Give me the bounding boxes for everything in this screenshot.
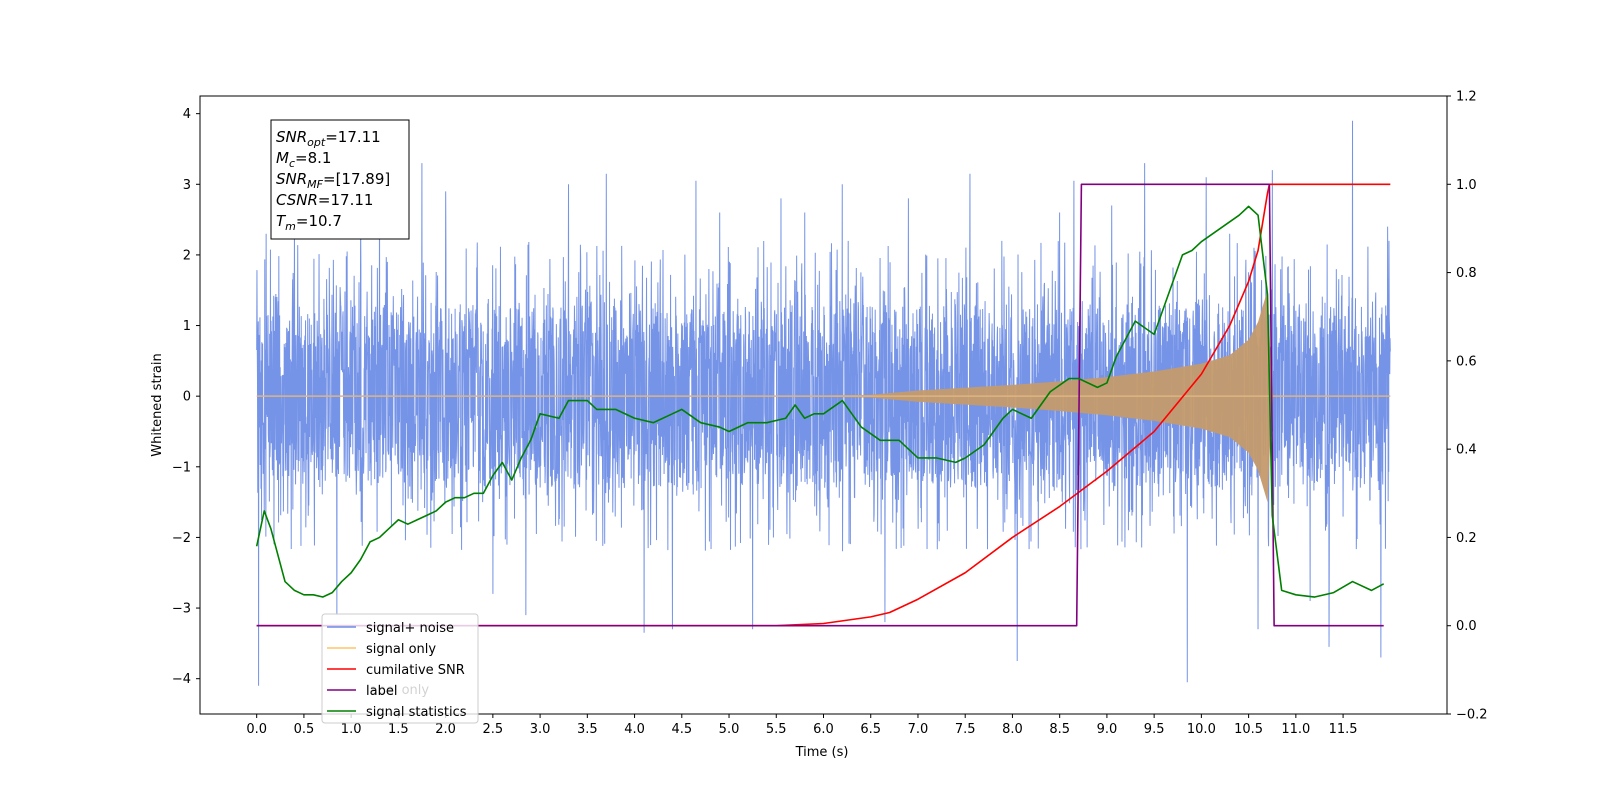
x-tick-label: 0.5	[294, 722, 315, 737]
annotation-value: =17.11	[318, 191, 374, 209]
x-tick-label: 10.5	[1234, 722, 1263, 737]
x-tick-label: 8.0	[1002, 722, 1023, 737]
y-left-tick-label: 4	[183, 107, 191, 122]
series-signal-only	[256, 290, 1391, 503]
y-left-tick-label: 2	[183, 248, 191, 263]
y-axis-left-ticks: −4 −3 −2 −1 0 1 2 3 4	[172, 107, 200, 687]
x-tick-label: 5.0	[719, 722, 740, 737]
legend-entry-label: signal+ noise	[366, 621, 454, 636]
x-tick-label: 8.5	[1049, 722, 1070, 737]
x-tick-label: 9.0	[1097, 722, 1118, 737]
x-tick-label: 2.5	[483, 722, 504, 737]
y-axis-label: Whitened strain	[150, 353, 165, 456]
x-axis-ticks: 0.0 0.5 1.0 1.5 2.0 2.5 3.0 3.5 4.0 4.5 5.0 5.5 6.0 6…	[246, 714, 1358, 737]
x-tick-label: 4.5	[671, 722, 692, 737]
y-right-tick-label: 1.0	[1456, 178, 1477, 193]
x-tick-label: 3.5	[577, 722, 598, 737]
y-right-tick-label: 1.2	[1456, 90, 1477, 105]
x-tick-label: 11.5	[1329, 722, 1358, 737]
legend-frame	[321, 613, 479, 724]
y-right-tick-label: 0.6	[1456, 354, 1477, 369]
x-tick-label: 6.0	[813, 722, 834, 737]
y-left-tick-label: −4	[172, 672, 191, 687]
y-left-tick-label: −3	[172, 602, 191, 617]
legend-entry-label: signal statistics	[366, 705, 467, 720]
x-tick-label: 1.5	[388, 722, 409, 737]
legend-hidden-text: label only	[366, 683, 429, 698]
legend-entry-label: signal only	[366, 642, 436, 657]
annotation-base: SNR	[276, 170, 307, 188]
x-tick-label: 2.0	[435, 722, 456, 737]
signal-statistics-line	[255, 205, 1385, 598]
signal-noise-line	[256, 120, 1391, 686]
legend-entry-label: cumilative SNR	[366, 663, 465, 678]
label-line	[256, 183, 1384, 627]
legend: label only signal+ noise signal only cumil…	[321, 613, 479, 724]
x-tick-label: 3.0	[530, 722, 551, 737]
y-left-tick-label: 3	[183, 178, 191, 193]
annotation-value: =8.1	[295, 149, 331, 167]
annotation-subscript: m	[285, 220, 296, 233]
y-left-tick-label: 0	[183, 390, 191, 405]
annotation-text: SNRopt=17.11 Mc=8.1 SNRMF=[17.89] CSNR=17.1…	[276, 128, 390, 233]
annotation-base: T	[276, 212, 287, 230]
series-cumilative-snr	[256, 183, 1391, 627]
annotation-box: SNRopt=17.11 Mc=8.1 SNRMF=[17.89] CSNR=17.1…	[270, 119, 410, 240]
y-right-tick-label: 0.4	[1456, 443, 1477, 458]
y-right-tick-label: −0.2	[1456, 708, 1488, 723]
series-signal-noise	[256, 120, 1391, 686]
annotation-base: SNR	[276, 128, 307, 146]
x-tick-label: 1.0	[341, 722, 362, 737]
x-tick-label: 5.5	[766, 722, 787, 737]
y-left-tick-label: −2	[172, 531, 191, 546]
y-left-tick-label: −1	[172, 460, 191, 475]
x-tick-label: 9.5	[1144, 722, 1165, 737]
y-left-tick-label: 1	[183, 319, 191, 334]
cumilative-snr-line	[256, 183, 1391, 627]
series-signal-statistics	[255, 205, 1385, 598]
annotation-subscript: c	[289, 157, 295, 170]
x-tick-label: 10.0	[1187, 722, 1216, 737]
x-tick-label: 6.5	[860, 722, 881, 737]
annotation-base: CSNR	[276, 191, 318, 209]
x-tick-label: 7.0	[908, 722, 929, 737]
annotation-value: =[17.89]	[323, 170, 390, 188]
y-right-tick-label: 0.8	[1456, 266, 1477, 281]
legend-entry-label: label	[366, 684, 397, 699]
y-axis-right-ticks: −0.2 0.0 0.2 0.4 0.6 0.8 1.0 1.2	[1447, 90, 1488, 723]
annotation-base: M	[276, 149, 289, 167]
annotation-subscript: opt	[307, 136, 326, 149]
y-right-tick-label: 0.0	[1456, 619, 1477, 634]
y-right-tick-label: 0.2	[1456, 531, 1477, 546]
x-tick-label: 7.5	[955, 722, 976, 737]
x-axis-label: Time (s)	[795, 745, 849, 760]
series-label	[256, 183, 1384, 627]
annotation-value: =10.7	[296, 212, 342, 230]
x-tick-label: 4.0	[624, 722, 645, 737]
annotation-subscript: MF	[307, 178, 323, 191]
x-tick-label: 0.0	[246, 722, 267, 737]
annotation-value: =17.11	[325, 128, 381, 146]
x-tick-label: 11.0	[1281, 722, 1310, 737]
